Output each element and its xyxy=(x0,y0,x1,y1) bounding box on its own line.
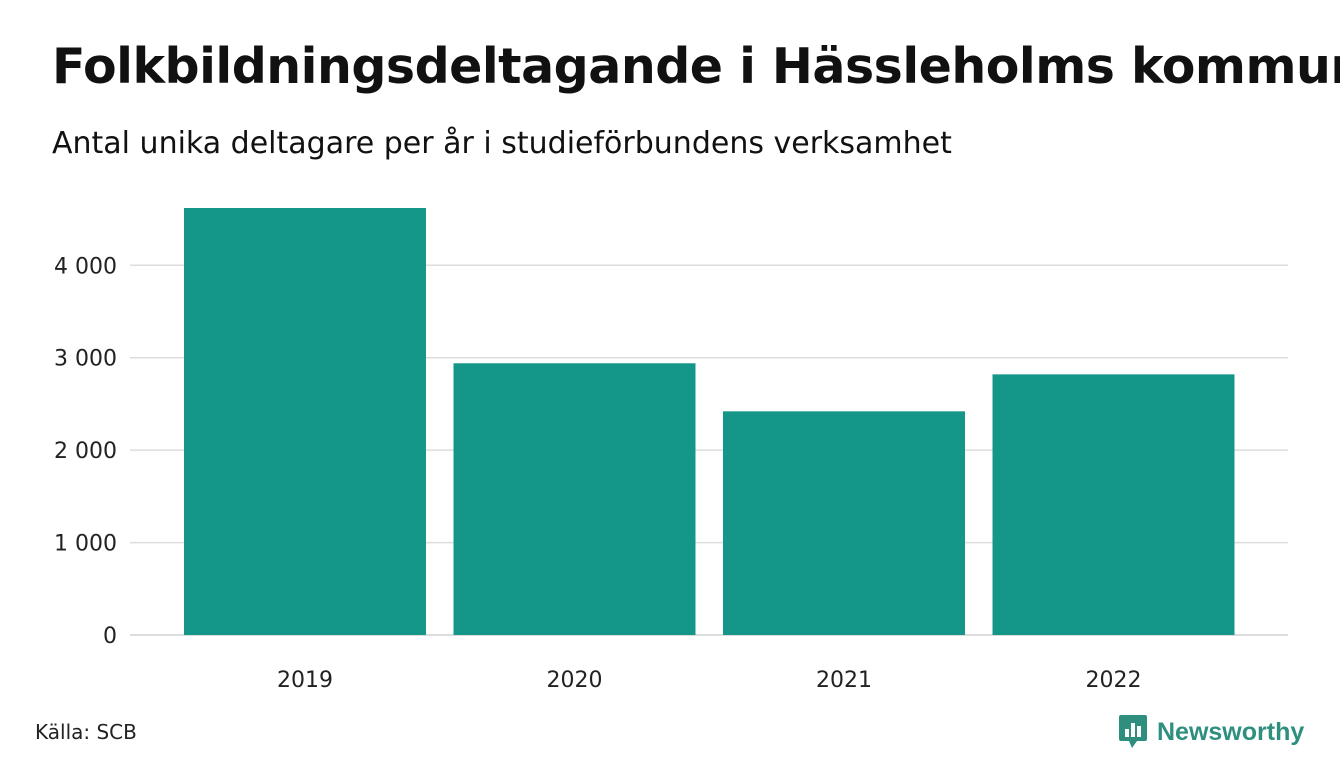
brand-name: Newsworthy xyxy=(1157,717,1305,746)
bar-2019 xyxy=(184,208,426,635)
brand-logo: Newsworthy xyxy=(1118,714,1304,750)
x-tick-label: 2021 xyxy=(816,668,872,693)
bar-2020 xyxy=(453,363,696,635)
y-tick-label: 4 000 xyxy=(54,254,117,279)
y-tick-label: 3 000 xyxy=(54,347,117,372)
newsworthy-logo-icon xyxy=(1119,715,1147,748)
y-tick-label: 0 xyxy=(103,624,117,649)
bars xyxy=(184,208,1235,635)
chart-title: Folkbildningsdeltagande i Hässleholms ko… xyxy=(52,38,1340,95)
source-note: Källa: SCB xyxy=(35,720,137,744)
x-tick-label: 2020 xyxy=(547,668,603,693)
x-tick-label: 2022 xyxy=(1086,668,1142,693)
y-tick-label: 2 000 xyxy=(54,439,117,464)
bar-2021 xyxy=(723,411,965,635)
x-axis-tick-labels: 2019 2020 2021 2022 xyxy=(277,668,1142,693)
y-axis-tick-labels: 0 1 000 2 000 3 000 4 000 xyxy=(54,254,117,649)
x-tick-label: 2019 xyxy=(277,668,333,693)
y-tick-label: 1 000 xyxy=(54,532,117,557)
chart-subtitle: Antal unika deltagare per år i studieför… xyxy=(52,126,952,161)
bar-2022 xyxy=(992,374,1235,635)
